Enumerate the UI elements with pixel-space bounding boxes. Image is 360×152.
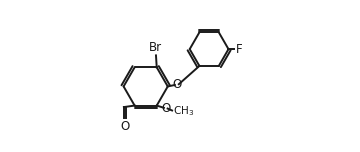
Text: CH$_3$: CH$_3$ (172, 104, 194, 118)
Text: O: O (172, 78, 182, 91)
Text: O: O (161, 102, 171, 115)
Text: Br: Br (149, 41, 162, 54)
Text: F: F (236, 43, 242, 56)
Text: O: O (120, 120, 130, 133)
